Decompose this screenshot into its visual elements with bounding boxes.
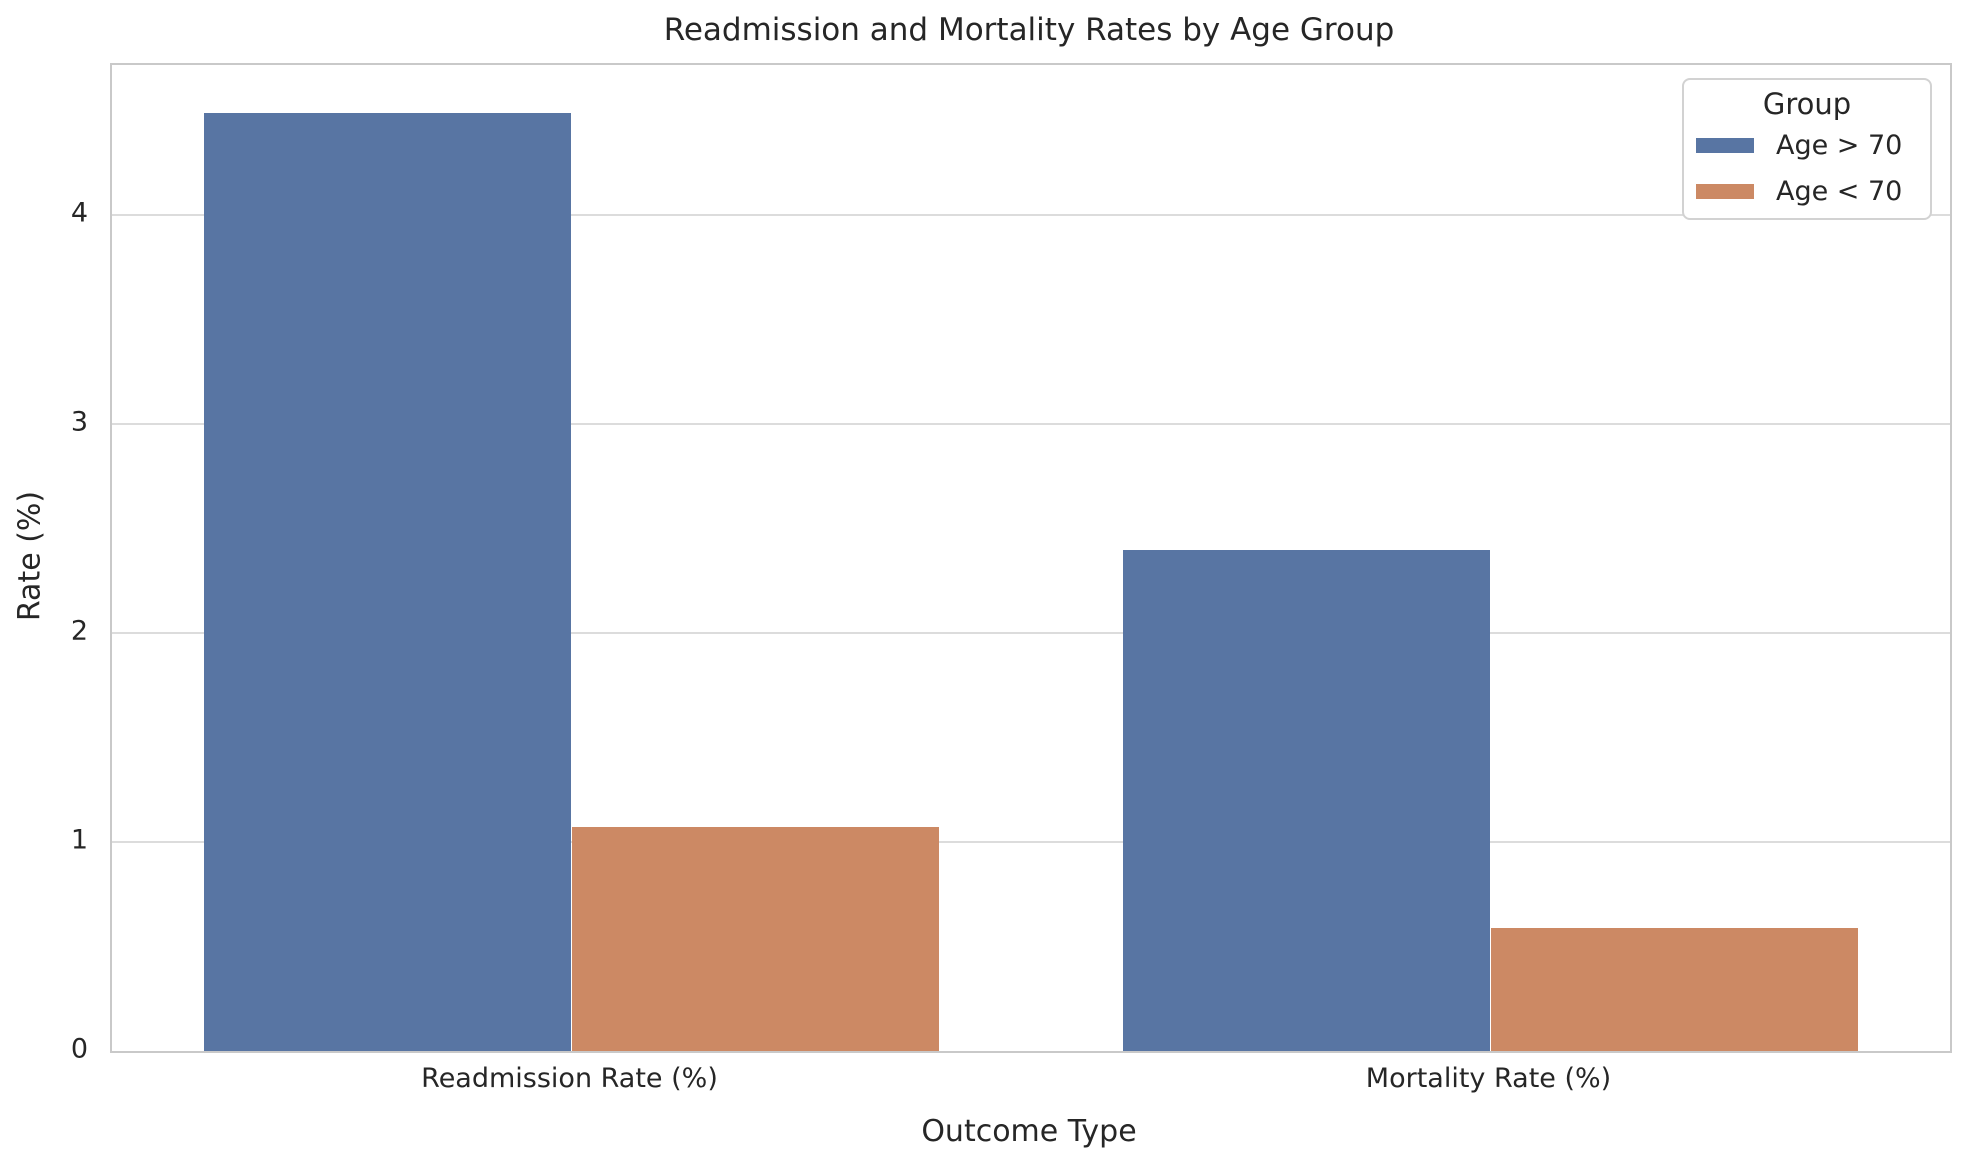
legend-swatch-age-lt-70 bbox=[1696, 183, 1754, 199]
plot-area bbox=[110, 63, 1952, 1053]
y-tick-label-3: 3 bbox=[70, 406, 88, 438]
legend-item-age-gt-70: Age > 70 bbox=[1684, 122, 1930, 168]
gridline-y-2 bbox=[112, 632, 1950, 635]
gridline-y-4 bbox=[112, 214, 1950, 217]
legend-swatch-age-gt-70 bbox=[1696, 137, 1754, 153]
x-tick-label-mortality: Mortality Rate (%) bbox=[1365, 1063, 1612, 1094]
x-axis-label: Outcome Type bbox=[921, 1114, 1137, 1149]
gridline-y-3 bbox=[112, 423, 1950, 426]
legend: Group Age > 70 Age < 70 bbox=[1682, 78, 1932, 220]
legend-item-age-lt-70: Age < 70 bbox=[1684, 168, 1930, 214]
bar-mortality-rate-age-70 bbox=[1122, 549, 1491, 1051]
y-tick-label-1: 1 bbox=[70, 824, 88, 856]
legend-title: Group bbox=[1762, 87, 1852, 121]
bar-mortality-rate-age-70 bbox=[1490, 927, 1859, 1051]
y-tick-label-4: 4 bbox=[70, 197, 88, 229]
bar-readmission-rate-age-70 bbox=[571, 827, 940, 1051]
legend-label-age-lt-70: Age < 70 bbox=[1776, 175, 1903, 207]
y-axis-label: Rate (%) bbox=[12, 490, 48, 622]
bar-readmission-rate-age-70 bbox=[203, 113, 572, 1051]
x-tick-label-readmission: Readmission Rate (%) bbox=[421, 1063, 718, 1094]
chart-title: Readmission and Mortality Rates by Age G… bbox=[663, 12, 1395, 48]
legend-label-age-gt-70: Age > 70 bbox=[1776, 129, 1903, 161]
y-tick-label-0: 0 bbox=[70, 1033, 88, 1065]
gridline-y-1 bbox=[112, 841, 1950, 844]
y-tick-label-2: 2 bbox=[70, 615, 88, 647]
